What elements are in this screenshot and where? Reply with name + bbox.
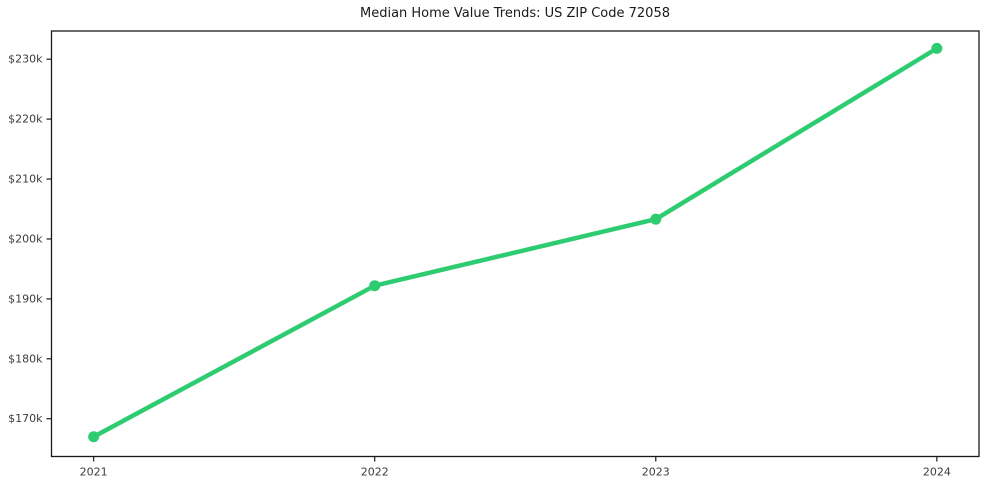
data-point-marker xyxy=(369,280,381,292)
y-axis-tick-label: $190k xyxy=(8,292,43,305)
data-point-marker xyxy=(650,213,662,225)
y-axis-tick-label: $210k xyxy=(8,173,43,186)
y-axis-tick-label: $170k xyxy=(8,412,43,425)
y-axis-tick-label: $220k xyxy=(8,113,43,126)
y-axis-tick-label: $200k xyxy=(8,232,43,245)
trend-line xyxy=(91,46,940,439)
x-axis-tick-label: 2023 xyxy=(642,466,670,479)
plot-border xyxy=(50,30,980,458)
y-axis-tick-label: $230k xyxy=(8,53,43,66)
x-axis-tick-label: 2021 xyxy=(80,466,108,479)
x-axis-tick-label: 2024 xyxy=(923,466,951,479)
chart-title: Median Home Value Trends: US ZIP Code 72… xyxy=(359,6,670,21)
data-point-marker xyxy=(88,431,100,443)
x-axis-tick-label: 2022 xyxy=(361,466,389,479)
y-axis-tick-label: $180k xyxy=(8,352,43,365)
data-point-marker xyxy=(931,42,943,54)
